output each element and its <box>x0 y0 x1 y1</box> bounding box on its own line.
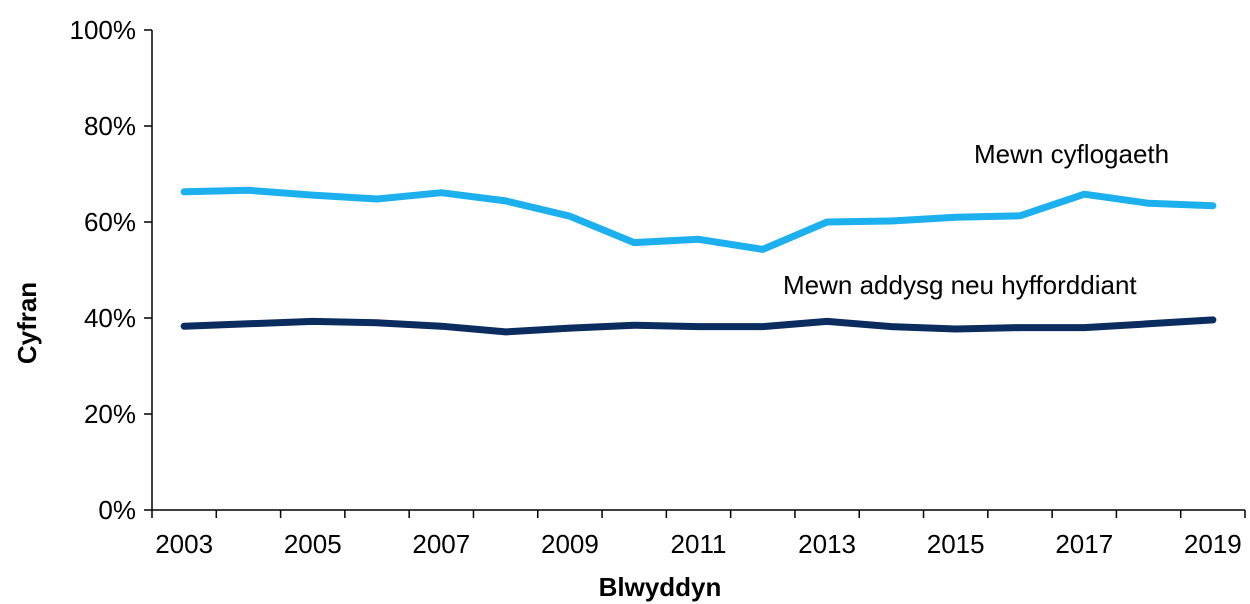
y-tick-label: 60% <box>84 207 136 237</box>
series-line-employment <box>180 186 1217 253</box>
x-tick-label: 2019 <box>1184 529 1242 559</box>
series-label-employment: Mewn cyflogaeth <box>974 139 1169 169</box>
y-tick-label: 80% <box>84 111 136 141</box>
x-axis-ticks: 2003 2005 2007 2009 2011 2013 2015 2017 2019 <box>151 510 1246 559</box>
x-tick-label: 2007 <box>412 529 470 559</box>
y-tick-label: 100% <box>70 15 137 45</box>
series-lines <box>180 186 1217 336</box>
y-tick-label: 20% <box>84 399 136 429</box>
x-tick-label: 2011 <box>671 529 727 559</box>
x-tick-label: 2005 <box>284 529 342 559</box>
x-tick-label: 2015 <box>927 529 985 559</box>
series-label-education-training: Mewn addysg neu hyfforddiant <box>783 270 1137 300</box>
x-tick-label: 2009 <box>541 529 599 559</box>
x-tick-label: 2017 <box>1055 529 1113 559</box>
x-axis-title: Blwyddyn <box>599 572 722 602</box>
y-axis-title: Cyfran <box>12 282 42 364</box>
y-tick-label: 40% <box>84 303 136 333</box>
y-axis-ticks: 0% 20% 40% 60% 80% 100% <box>70 15 152 525</box>
x-tick-label: 2003 <box>155 529 213 559</box>
y-tick-label: 0% <box>98 495 136 525</box>
series-line-education-training <box>180 316 1217 336</box>
x-tick-label: 2013 <box>798 529 856 559</box>
